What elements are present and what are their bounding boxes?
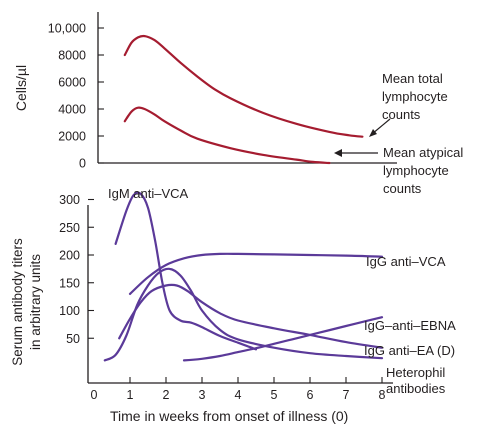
bottom-y-tick-label-5: 300 xyxy=(59,193,80,207)
annotation-atypical-line-1: Mean atypical xyxy=(383,145,463,160)
bottom-x-tick-label-2: 2 xyxy=(163,388,170,402)
annotation-heterophil-line-1: Heterophil xyxy=(386,365,445,380)
bottom-x-tick-label-1: 1 xyxy=(127,388,134,402)
bottom-x-tick-label-5: 5 xyxy=(271,388,278,402)
bottom-y-tick-label-0: 50 xyxy=(66,332,80,346)
annotation-igg-anti-ebna: IgG–anti–EBNA xyxy=(364,318,456,333)
series-igg-anti-ea-d xyxy=(118,283,384,349)
annotation-igg-anti-vca: IgG anti–VCA xyxy=(366,254,446,269)
series-heterophil-antibodies xyxy=(103,267,384,362)
series-igg-anti-vca xyxy=(128,252,384,295)
bottom-y-axis-label-line-2: in arbitrary units xyxy=(28,254,43,350)
annotation-atypical-arrow-head xyxy=(334,149,342,157)
bottom-x-ticks: 0 1 2 3 4 5 6 7 8 xyxy=(91,377,386,402)
bottom-x-axis-label: Time in weeks from onset of illness (0) xyxy=(110,408,348,424)
annotation-total-line-3: counts xyxy=(382,107,421,122)
annotation-atypical-line-2: lymphocyte xyxy=(383,163,449,178)
annotation-atypical-line-3: counts xyxy=(383,181,422,196)
top-y-tick-label-4: 8000 xyxy=(58,49,86,63)
bottom-y-tick-label-1: 100 xyxy=(59,304,80,318)
antibody-chart: 50 100 150 200 250 300 0 1 2 3 4 5 6 7 8 Serum antibo… xyxy=(10,186,456,424)
bottom-x-tick-label-0: 0 xyxy=(91,388,98,402)
top-y-ticks: 0 2000 4000 6000 8000 10,000 xyxy=(48,22,104,171)
top-y-axis-label: Cells/µl xyxy=(13,65,29,111)
series-igm-anti-vca xyxy=(114,191,258,351)
annotation-igg-anti-ea: IgG anti–EA (D) xyxy=(364,343,455,358)
annotation-atypical-lymphocyte: Mean atypical lymphocyte counts xyxy=(334,145,463,196)
top-y-tick-label-2: 4000 xyxy=(58,103,86,117)
lymphocyte-chart: 0 2000 4000 6000 8000 10,000 Cells/µl Mean to… xyxy=(13,12,463,196)
series-mean-atypical-lymphocyte-counts xyxy=(123,106,331,165)
bottom-x-tick-label-3: 3 xyxy=(199,388,206,402)
bottom-x-tick-label-7: 7 xyxy=(343,388,350,402)
bottom-y-tick-label-4: 250 xyxy=(59,221,80,235)
annotation-total-line-1: Mean total xyxy=(382,71,443,86)
bottom-y-tick-label-2: 150 xyxy=(59,276,80,290)
bottom-x-tick-label-8: 8 xyxy=(379,388,386,402)
top-y-tick-label-5: 10,000 xyxy=(48,22,86,36)
annotation-igm-anti-vca: IgM anti–VCA xyxy=(108,186,189,201)
bottom-y-ticks: 50 100 150 200 250 300 xyxy=(59,193,94,346)
annotation-total-lymphocyte: Mean total lymphocyte counts xyxy=(369,71,448,137)
top-y-tick-label-0: 0 xyxy=(79,157,86,171)
annotation-heterophil-line-2: antibodies xyxy=(386,381,446,396)
top-y-tick-label-3: 6000 xyxy=(58,76,86,90)
top-series-group xyxy=(123,34,364,165)
bottom-x-tick-label-4: 4 xyxy=(235,388,242,402)
bottom-y-axis-label-line-1: Serum antibody titers xyxy=(10,238,25,366)
series-mean-total-lymphocyte-counts xyxy=(123,34,364,138)
bottom-series-group xyxy=(103,191,384,362)
bottom-x-tick-label-6: 6 xyxy=(307,388,314,402)
series-igg-anti-ebna xyxy=(182,316,384,362)
top-y-tick-label-1: 2000 xyxy=(58,130,86,144)
bottom-y-tick-label-3: 200 xyxy=(59,249,80,263)
annotation-total-line-2: lymphocyte xyxy=(382,89,448,104)
annotation-total-arrow-head xyxy=(369,129,377,137)
